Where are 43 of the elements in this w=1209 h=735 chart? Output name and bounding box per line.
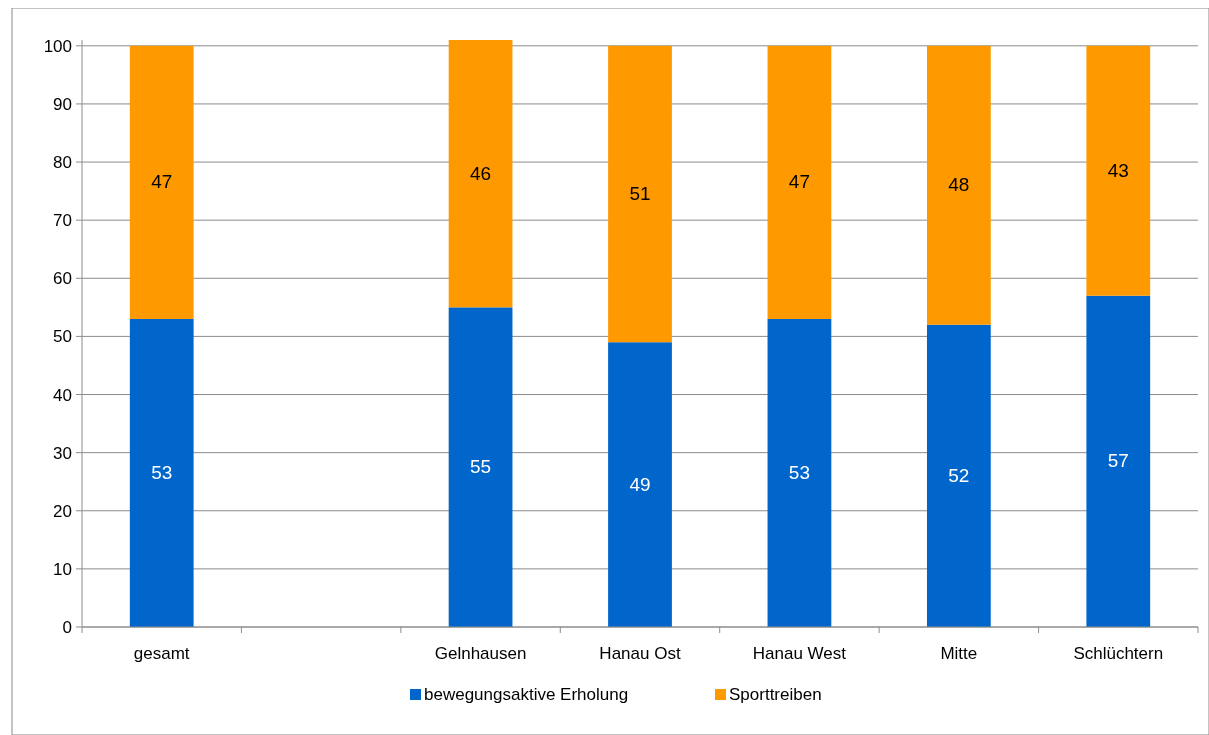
y-tick-label: 50 <box>53 327 72 347</box>
data-label: 51 <box>629 183 651 205</box>
x-tick-label: Hanau West <box>752 644 847 663</box>
bar <box>448 307 513 627</box>
y-tick-label: 30 <box>53 443 72 463</box>
y-tick-label: 80 <box>53 153 72 173</box>
y-tick-label: 0 <box>62 618 72 637</box>
data-label: 47 <box>788 171 810 193</box>
y-tick-label: 60 <box>53 269 72 289</box>
data-label: 46 <box>470 162 492 184</box>
bar <box>129 318 194 627</box>
data-label: 49 <box>629 473 651 495</box>
y-tick-label: 90 <box>53 94 72 114</box>
data-label: 48 <box>948 174 970 196</box>
y-tick-label: 40 <box>53 385 72 405</box>
legend-label: bewegungsaktive Erholung <box>424 685 629 704</box>
bar <box>767 45 832 319</box>
bar <box>926 324 991 627</box>
bar <box>608 342 672 627</box>
bar <box>608 45 672 343</box>
data-label: 53 <box>151 461 173 483</box>
bar <box>767 318 832 627</box>
bar <box>448 40 513 308</box>
y-tick-label: 100 <box>43 36 72 56</box>
y-tick-label: 10 <box>53 559 72 579</box>
x-tick-label: Hanau Ost <box>599 644 681 663</box>
y-tick-label: 70 <box>53 211 72 231</box>
data-label: 43 <box>1107 159 1129 181</box>
data-label: 57 <box>1107 450 1129 472</box>
bar <box>1086 295 1151 627</box>
x-tick-label: Schlüchtern <box>1073 644 1164 663</box>
legend-label: Sporttreiben <box>729 685 822 704</box>
data-label: 52 <box>948 464 970 486</box>
bar <box>926 45 991 325</box>
bar <box>129 45 194 319</box>
x-tick-label: Mitte <box>940 644 978 663</box>
x-tick-label: Gelnhausen <box>434 644 527 663</box>
data-label: 55 <box>470 456 492 478</box>
x-tick-label: gesamt <box>133 644 190 663</box>
y-tick-label: 20 <box>53 501 72 521</box>
data-label: 47 <box>151 171 173 193</box>
bar <box>1086 45 1151 296</box>
data-label: 53 <box>788 461 810 483</box>
